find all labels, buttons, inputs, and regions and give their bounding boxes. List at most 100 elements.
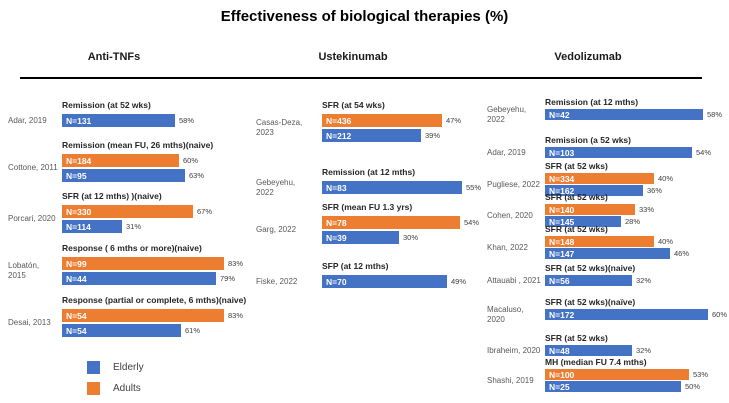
measure-label: Response ( 6 mths or more)(naive) [62, 243, 202, 253]
measure-label: SFR (at 52 wks) [545, 161, 608, 171]
bar-elderly: N=44 [62, 272, 216, 285]
bar-n-label: N=334 [549, 173, 575, 184]
bar-n-label: N=70 [326, 276, 347, 287]
bar-n-label: N=48 [549, 345, 570, 356]
bar-n-label: N=103 [549, 147, 575, 158]
bar-elderly: N=147 [545, 248, 670, 259]
legend-label-elderly: Elderly [113, 362, 144, 373]
bar-n-label: N=56 [549, 275, 570, 286]
study-label: Macaluso, 2020 [487, 304, 524, 324]
measure-label: SFR (at 12 mths) )(naive) [62, 191, 162, 201]
bar-elderly: N=39 [322, 231, 399, 244]
bar-elderly: N=83 [322, 181, 462, 194]
bar-value: 83% [228, 311, 244, 320]
bar-value: 32% [636, 276, 652, 285]
bar-adults: N=100 [545, 369, 689, 380]
bar-value: 63% [189, 171, 205, 180]
bar-value: 47% [446, 116, 462, 125]
chart-title: Effectiveness of biological therapies (%… [220, 8, 509, 25]
study-label: Gebeyehu, 2022 [256, 177, 296, 197]
measure-label: Remission (at 12 mths) [322, 167, 416, 177]
panel-header-ustekinumab: Ustekinumab [318, 51, 388, 63]
bar-value: 79% [220, 274, 236, 283]
bar-value: 49% [451, 277, 467, 286]
bar-value: 60% [712, 310, 728, 319]
study-label: Shashi, 2019 [487, 375, 534, 385]
bar-value: 54% [696, 148, 712, 157]
bar-value: 53% [693, 370, 709, 379]
study-label: Porcari, 2020 [8, 214, 56, 223]
bar-adults: N=78 [322, 216, 460, 229]
bar-n-label: N=140 [549, 204, 575, 215]
study-label: Fiske, 2022 [256, 276, 298, 286]
bar-n-label: N=145 [549, 216, 575, 227]
bar-n-label: N=44 [66, 273, 87, 284]
bar-value: 28% [625, 217, 641, 226]
study-label: Desai, 2013 [8, 318, 51, 327]
bar-elderly: N=172 [545, 309, 708, 320]
bar-value: 32% [636, 346, 652, 355]
panel-header-vedolizumab: Vedolizumab [554, 51, 622, 63]
bar-value: 67% [197, 207, 213, 216]
legend-label-adults: Adults [113, 383, 141, 394]
bar-n-label: N=95 [66, 170, 87, 181]
bar-n-label: N=42 [549, 109, 570, 120]
bar-n-label: N=330 [66, 206, 92, 217]
measure-label: Remission (at 52 wks) [62, 100, 151, 110]
study-label: Attauabi , 2021 [487, 275, 541, 285]
study-label: Khan, 2022 [487, 242, 528, 252]
bar-adults: N=140 [545, 204, 635, 215]
study-label: Adar, 2019 [8, 115, 47, 125]
bar-n-label: N=162 [549, 185, 575, 196]
measure-label: MH (median FU 7.4 mths) [545, 357, 647, 367]
bar-n-label: N=83 [326, 182, 347, 193]
bar-n-label: N=78 [326, 217, 347, 228]
bar-n-label: N=184 [66, 155, 92, 166]
study-label: Cottone, 2011 [8, 163, 58, 172]
bar-value: 31% [126, 222, 142, 231]
bar-n-label: N=212 [326, 130, 352, 141]
bar-n-label: N=131 [66, 115, 92, 126]
measure-label: SFR (at 52 wks)(naïve) [545, 297, 636, 307]
bar-elderly: N=162 [545, 185, 643, 196]
study-label: Pugliese, 2022 [487, 179, 540, 189]
bar-elderly: N=54 [62, 324, 181, 337]
bar-adults: N=184 [62, 154, 179, 167]
bar-n-label: N=25 [549, 381, 570, 392]
bar-elderly: N=95 [62, 169, 185, 182]
bar-elderly: N=48 [545, 345, 632, 356]
measure-label: SFR (at 52 wks) [545, 224, 608, 234]
measure-label: SFR (at 54 wks) [322, 100, 385, 110]
bar-value: 55% [466, 183, 482, 192]
bar-adults: N=330 [62, 205, 193, 218]
panel-header-anti-tnfs: Anti-TNFs [87, 51, 141, 63]
bar-elderly: N=145 [545, 216, 621, 227]
bar-value: 50% [685, 382, 701, 391]
bar-adults: N=334 [545, 173, 654, 184]
bar-adults: N=54 [62, 309, 224, 322]
bar-n-label: N=100 [549, 369, 575, 380]
bar-elderly: N=131 [62, 114, 175, 127]
measure-label: SFR (at 52 wks) [545, 192, 608, 202]
measure-label: SFR (mean FU 1.3 yrs) [322, 202, 413, 212]
header-divider-line [20, 77, 702, 79]
bar-value: 46% [674, 249, 690, 258]
bar-elderly: N=56 [545, 275, 632, 286]
bar-elderly: N=25 [545, 381, 681, 392]
bar-elderly: N=114 [62, 220, 122, 233]
legend-swatch-elderly [87, 361, 100, 374]
bar-elderly: N=103 [545, 147, 692, 158]
study-label: Ibraheim, 2020 [487, 345, 541, 355]
bar-n-label: N=39 [326, 232, 347, 243]
measure-label: Remission (mean FU, 26 mths)(naive) [62, 140, 214, 150]
bar-elderly: N=42 [545, 109, 703, 120]
bar-value: 58% [179, 116, 195, 125]
study-label: Casas-Deza, 2023 [256, 118, 303, 137]
bar-value: 61% [185, 326, 201, 335]
bar-value: 36% [647, 186, 663, 195]
measure-label: SFP (at 12 mths) [322, 261, 389, 271]
bar-n-label: N=172 [549, 309, 575, 320]
measure-label: Remission (a 52 wks) [545, 135, 631, 145]
bar-value: 40% [658, 174, 674, 183]
